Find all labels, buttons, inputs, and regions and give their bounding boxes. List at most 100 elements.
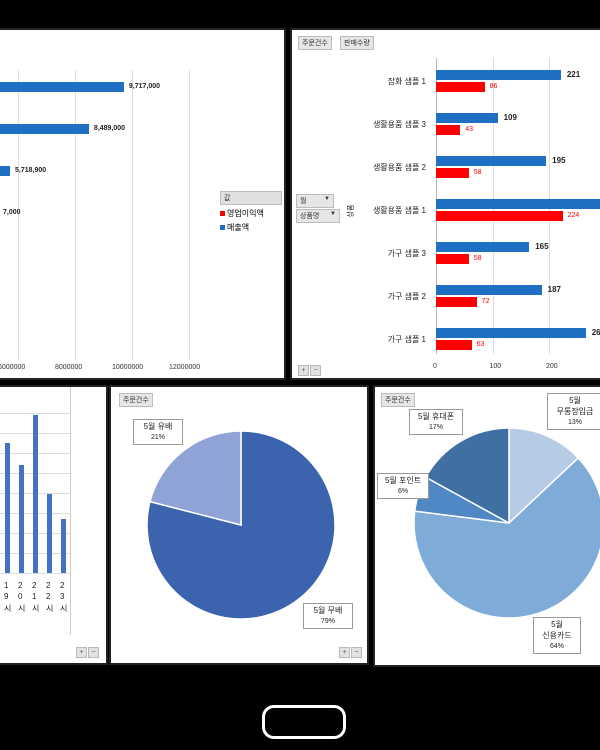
hour-bar xyxy=(61,519,66,573)
pie-label-points: 5월 포인트 6% xyxy=(377,473,429,499)
sales-qty-bar xyxy=(436,340,472,350)
fee-pie-panel: 주문건수 5월 유배 21% 5월 무배 79% + − xyxy=(109,385,369,665)
revenue-bar xyxy=(0,166,10,176)
order-count-label: 195 xyxy=(552,156,566,165)
payment-pie-panel: 주문건수 5월 무통장입금 13% 5월 신용카드 64% 5월 포인트 6% … xyxy=(373,385,600,667)
bar-value-label: 9,717,000 xyxy=(128,83,161,90)
sales-chart-panel: 9,717,000 8,489,000 5,718,900 7,000 6000000… xyxy=(0,28,286,380)
gridline xyxy=(75,70,76,360)
pie-label-free-shipping: 5월 무배 79% xyxy=(303,603,353,629)
order-count-bar xyxy=(436,156,547,166)
collapse-button[interactable]: − xyxy=(351,647,362,658)
sales-qty-label: 72 xyxy=(481,298,490,305)
filter-month[interactable]: 월 ▼ xyxy=(296,194,334,208)
home-button[interactable] xyxy=(262,705,346,739)
expand-button[interactable]: + xyxy=(76,647,87,658)
order-count-bar xyxy=(436,70,561,80)
x-tick-label: 10000000 xyxy=(112,364,144,371)
hour-label: 2 xyxy=(32,581,37,590)
legend-swatch-blue xyxy=(220,225,225,231)
sales-qty-label: 58 xyxy=(473,169,482,176)
x-tick-label: 6000000 xyxy=(0,364,26,371)
legend-item-revenue: 매출액 xyxy=(220,222,282,233)
category-label: 생활용품 샘플 2 xyxy=(372,163,426,172)
axis-line xyxy=(70,387,71,635)
hour-label: 3 xyxy=(60,592,65,601)
legend-item-operating-profit: 영업이익액 xyxy=(220,208,282,219)
collapse-button[interactable]: − xyxy=(310,365,321,376)
hour-label: 시 xyxy=(60,604,68,613)
hour-bar xyxy=(47,493,52,573)
order-count-label: 187 xyxy=(547,285,561,294)
sales-qty-bar xyxy=(436,211,563,221)
legend-title[interactable]: 값 xyxy=(220,191,282,205)
gridline xyxy=(132,70,133,360)
order-count-label: 109 xyxy=(503,113,517,122)
product-chart-panel: 주문건수 판매수량 월 ▼ 상품명 ▼ 상품 잡화 샘플 1 생활용품 샘플 3 생… xyxy=(290,28,600,380)
tag-order-count[interactable]: 주문건수 xyxy=(298,36,332,50)
expand-button[interactable]: + xyxy=(339,647,350,658)
order-count-label: 165 xyxy=(535,242,549,251)
filter-icon: ▼ xyxy=(324,196,330,202)
hour-label: 시 xyxy=(18,604,26,613)
category-label: 잡화 샘플 1 xyxy=(387,77,426,86)
pie-slice xyxy=(413,456,600,619)
order-count-bar xyxy=(436,199,600,209)
order-count-bar xyxy=(436,113,498,123)
hour-label: 2 xyxy=(46,592,51,601)
gridline xyxy=(189,70,190,360)
legend-swatch-red xyxy=(220,211,225,217)
pie-label-bank-transfer: 5월 무통장입금 13% xyxy=(547,393,600,430)
tag-order-count[interactable]: 주문건수 xyxy=(381,393,415,407)
tag-order-count[interactable]: 주문건수 xyxy=(119,393,153,407)
pie-slice xyxy=(146,430,336,620)
bar-value-label: 8,489,000 xyxy=(93,125,126,132)
x-tick-label: 200 xyxy=(546,363,558,370)
sales-qty-label: 58 xyxy=(473,255,482,262)
hour-bar xyxy=(33,414,38,573)
tag-sales-qty[interactable]: 판매수량 xyxy=(340,36,374,50)
sales-qty-bar xyxy=(436,125,461,135)
hour-label: 1 xyxy=(32,592,37,601)
category-label: 가구 샘플 2 xyxy=(387,292,426,301)
sales-qty-bar xyxy=(436,297,477,307)
category-label: 생활용품 샘플 3 xyxy=(372,120,426,129)
payment-pie xyxy=(413,427,600,619)
order-count-bar xyxy=(436,285,542,295)
pie-label-mobile: 5월 휴대폰 17% xyxy=(409,409,463,435)
sales-qty-label: 86 xyxy=(489,83,498,90)
category-label: 가구 샘플 3 xyxy=(387,249,426,258)
x-tick-label: 0 xyxy=(433,363,437,370)
expand-button[interactable]: + xyxy=(298,365,309,376)
hour-label: 1 xyxy=(4,581,9,590)
order-count-bar xyxy=(436,242,530,252)
product-axis-title: 상품 xyxy=(347,204,355,218)
sales-qty-label: 224 xyxy=(567,212,580,219)
gridline xyxy=(0,573,70,574)
filter-product[interactable]: 상품명 ▼ xyxy=(296,209,340,223)
revenue-bar xyxy=(0,82,124,92)
sales-chart-legend: 값 영업이익액 매출액 xyxy=(220,191,282,233)
hour-label: 0 xyxy=(18,592,23,601)
category-label: 생활용품 샘플 1 xyxy=(372,206,426,215)
bar-value-label: 7,000 xyxy=(3,209,21,216)
collapse-button[interactable]: − xyxy=(88,647,99,658)
revenue-bar xyxy=(0,124,89,134)
hour-label: 2 xyxy=(18,581,23,590)
hour-label: 시 xyxy=(32,604,40,613)
gridline xyxy=(18,70,19,360)
sales-qty-bar xyxy=(436,82,485,92)
x-tick-label: 100 xyxy=(489,363,502,370)
x-tick-label: 8000000 xyxy=(55,364,83,371)
bar-value-label: 5,718,900 xyxy=(14,167,47,174)
pie-label-credit-card: 5월 신용카드 64% xyxy=(533,617,581,654)
x-tick-label: 12000000 xyxy=(169,364,201,371)
pie-slice xyxy=(149,430,242,526)
fee-pie xyxy=(146,430,336,620)
sales-qty-bar xyxy=(436,168,469,178)
pie-label-paid-shipping: 5월 유배 21% xyxy=(133,419,183,445)
sales-qty-bar xyxy=(436,254,469,264)
hour-bar xyxy=(19,465,24,573)
order-count-label: 221 xyxy=(566,70,581,79)
